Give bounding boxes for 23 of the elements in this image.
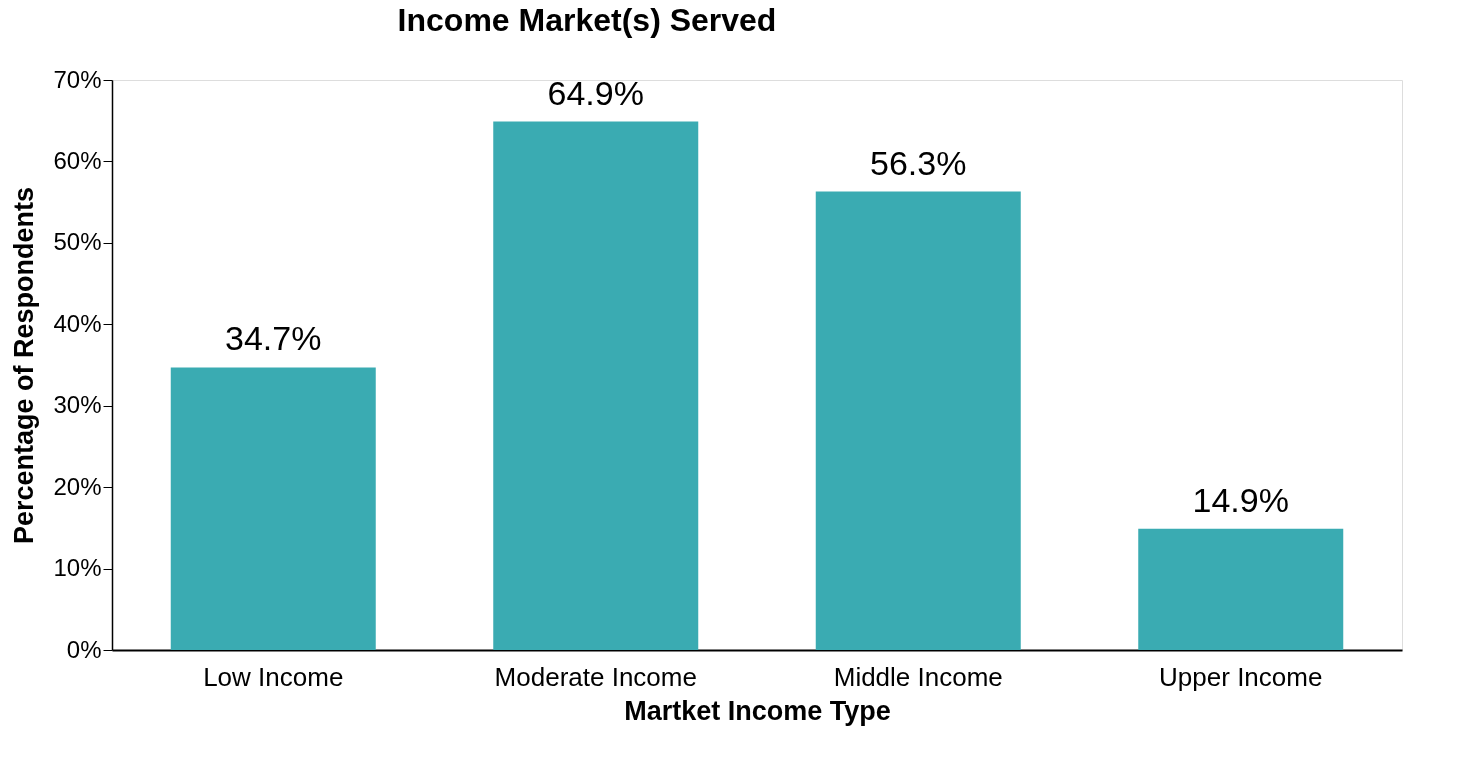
bar (1138, 528, 1344, 650)
x-axis-title: Martket Income Type (624, 695, 891, 726)
y-tick-label: 0% (66, 635, 102, 663)
data-label: 14.9% (1192, 480, 1289, 519)
chart-title: Income Market(s) Served (397, 2, 777, 38)
y-tick-label: 60% (53, 146, 102, 174)
x-tick-label: Middle Income (833, 661, 1003, 692)
y-tick-label: 30% (53, 391, 102, 419)
y-tick-label: 20% (53, 472, 102, 500)
bar (493, 121, 699, 650)
bar (815, 191, 1021, 650)
x-tick-label: Low Income (203, 661, 344, 692)
y-axis-title: Percentage of Respondents (9, 186, 40, 545)
data-label: 64.9% (547, 73, 644, 112)
data-label: 34.7% (225, 319, 322, 358)
x-tick-label: Moderate Income (494, 661, 697, 692)
y-tick-label: 40% (53, 309, 102, 337)
data-label: 56.3% (870, 143, 967, 182)
y-tick-label: 70% (53, 65, 102, 93)
y-tick-label: 50% (53, 228, 102, 256)
bar (170, 367, 376, 650)
y-tick-label: 10% (53, 554, 102, 582)
x-tick-label: Upper Income (1159, 661, 1323, 692)
